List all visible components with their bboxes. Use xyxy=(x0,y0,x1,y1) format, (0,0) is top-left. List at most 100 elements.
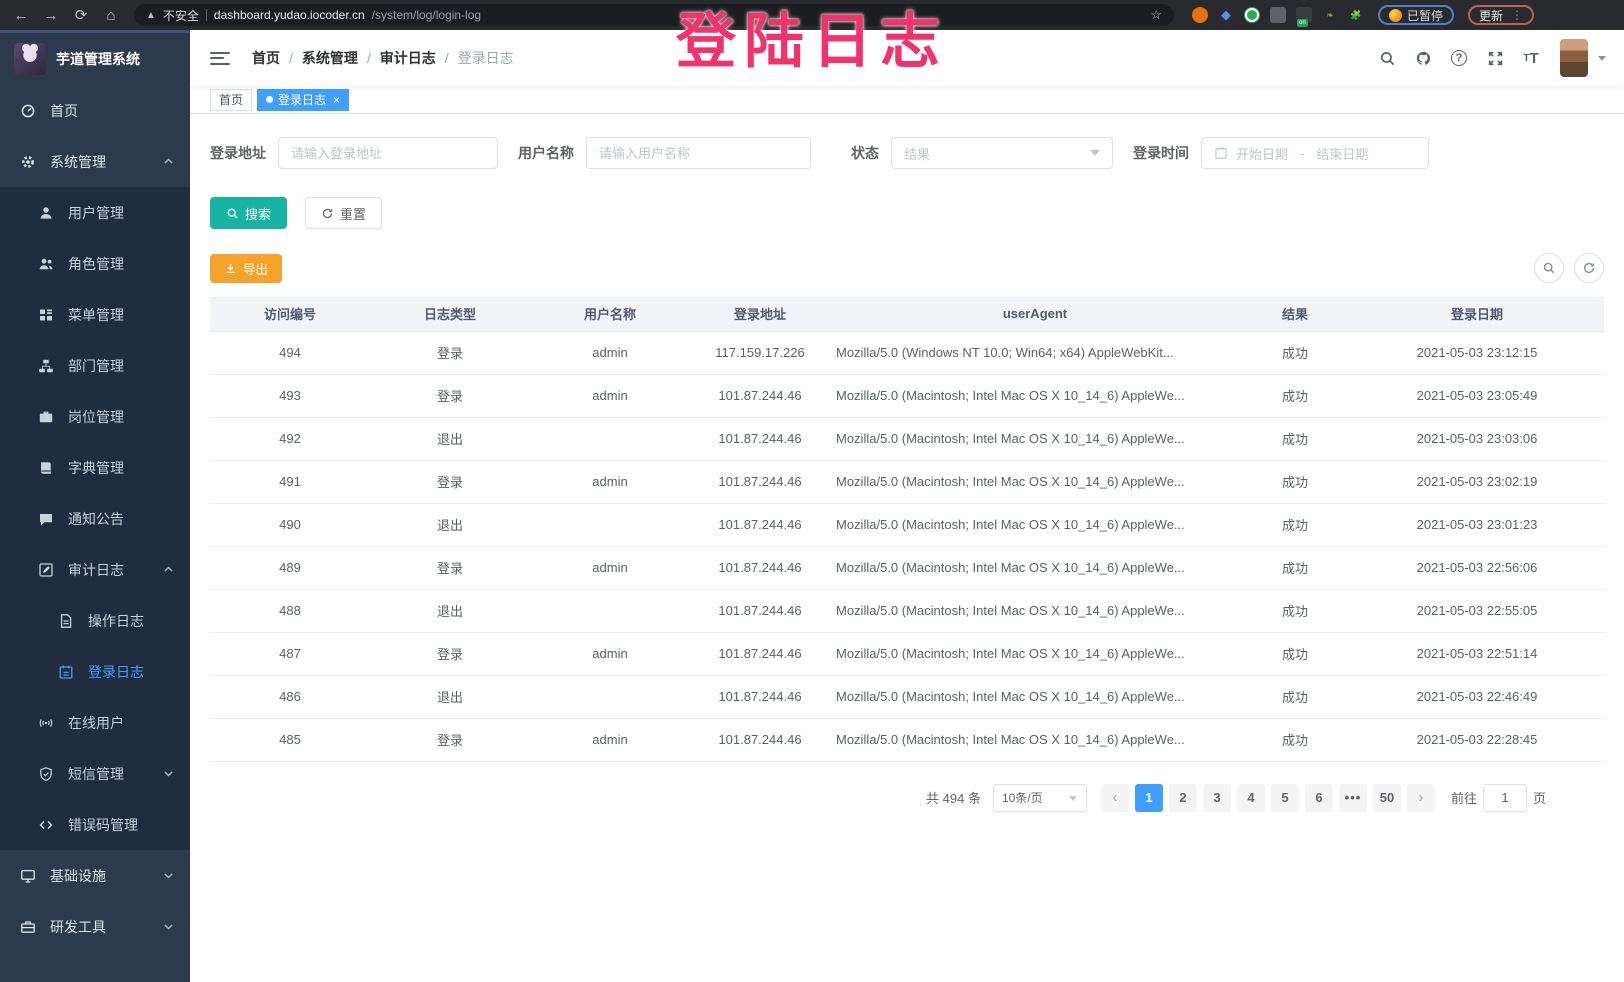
cell-username xyxy=(530,503,690,547)
username-input[interactable] xyxy=(599,145,798,161)
filter-actions: 搜索 重置 xyxy=(210,197,1604,229)
puzzle-extension-icon[interactable]: 🧩 xyxy=(1350,9,1362,20)
tab-home[interactable]: 首页 xyxy=(210,88,253,111)
sidebar-item-calendar[interactable]: 登录日志 xyxy=(0,646,190,697)
sidebar-item-menu[interactable]: 菜单管理 xyxy=(0,289,190,340)
export-button[interactable]: 导出 xyxy=(210,253,283,283)
table-toolbar: 导出 xyxy=(210,253,1604,283)
bookmark-star-icon[interactable]: ☆ xyxy=(1150,7,1162,22)
table-row[interactable]: 486 退出 101.87.244.46 Mozilla/5.0 (Macintosh… xyxy=(210,675,1604,719)
address-bar[interactable]: ▲ 不安全 dashboard.yudao.iocoder.cn/system/… xyxy=(134,4,1174,26)
column-header-ip: 登录地址 xyxy=(690,297,830,332)
cell-username: admin xyxy=(530,632,690,676)
sidebar-item-toolbox[interactable]: 研发工具 xyxy=(0,901,190,952)
table-row[interactable]: 487 登录 admin 101.87.244.46 Mozilla/5.0 (Maci… xyxy=(210,632,1604,676)
toggle-search-button[interactable] xyxy=(1534,253,1564,283)
table-row[interactable]: 485 登录 admin 101.87.244.46 Mozilla/5.0 (Maci… xyxy=(210,718,1604,762)
sidebar-item-edit[interactable]: 审计日志 xyxy=(0,544,190,595)
search-icon[interactable] xyxy=(1374,45,1400,71)
sidebar-item-gear[interactable]: 系统管理 xyxy=(0,136,190,187)
extension-icon[interactable]: ❧ xyxy=(1326,9,1334,20)
end-date-placeholder[interactable]: 结束日期 xyxy=(1316,146,1369,162)
sidebar-item-tree[interactable]: 部门管理 xyxy=(0,340,190,391)
table-row[interactable]: 492 退出 101.87.244.46 Mozilla/5.0 (Macintosh… xyxy=(210,417,1604,461)
cell-ip: 101.87.244.46 xyxy=(690,503,830,547)
monitor-icon xyxy=(20,868,36,884)
extension-icon[interactable]: ◆ xyxy=(1221,7,1231,22)
table-row[interactable]: 491 登录 admin 101.87.244.46 Mozilla/5.0 (Maci… xyxy=(210,460,1604,504)
browser-reload-icon[interactable]: ⟳ xyxy=(74,7,88,24)
browser-home-icon[interactable]: ⌂ xyxy=(106,6,116,24)
page-button-1[interactable]: 1 xyxy=(1134,783,1163,812)
sidebar-item-briefcase[interactable]: 岗位管理 xyxy=(0,391,190,442)
extension-icon[interactable]: on xyxy=(1296,7,1312,27)
sidebar-item-megaphone[interactable]: 通知公告 xyxy=(0,493,190,544)
refresh-button[interactable] xyxy=(1574,253,1604,283)
sidebar-item-shield[interactable]: 短信管理 xyxy=(0,748,190,799)
page-size-select[interactable]: 10条/页 xyxy=(992,783,1087,812)
sidebar-item-book[interactable]: 字典管理 xyxy=(0,442,190,493)
browser-back-icon[interactable]: ← xyxy=(13,6,29,24)
start-date-placeholder[interactable]: 开始日期 xyxy=(1236,146,1289,162)
main-content: 登录地址 用户名称 状态 结果 登录时间 开始日期 - 结束日期 搜索 xyxy=(190,115,1624,982)
cell-result: 成功 xyxy=(1240,503,1350,547)
github-icon[interactable] xyxy=(1410,45,1436,71)
breadcrumb-item[interactable]: 系统管理 xyxy=(301,50,358,66)
page-button-50[interactable]: 50 xyxy=(1372,783,1401,812)
cell-type: 登录 xyxy=(370,374,530,418)
username-label: 用户名称 xyxy=(518,145,574,161)
browser-update-button[interactable]: 更新 ⋮ xyxy=(1468,5,1535,25)
chevron-down-icon[interactable] xyxy=(1598,55,1606,65)
table-row[interactable]: 488 退出 101.87.244.46 Mozilla/5.0 (Macintosh… xyxy=(210,589,1604,633)
browser-forward-icon[interactable]: → xyxy=(43,6,59,24)
hamburger-icon[interactable] xyxy=(202,40,238,76)
sidebar-item-document[interactable]: 操作日志 xyxy=(0,595,190,646)
browser-menu-icon[interactable]: ⋮ xyxy=(1511,8,1524,22)
tab-login-log[interactable]: 登录日志 × xyxy=(257,88,350,111)
user-avatar[interactable] xyxy=(1560,39,1588,77)
sidebar-item-users[interactable]: 角色管理 xyxy=(0,238,190,289)
sidebar-item-dashboard[interactable]: 首页 xyxy=(0,85,190,136)
table-row[interactable]: 490 退出 101.87.244.46 Mozilla/5.0 (Macintosh… xyxy=(210,503,1604,547)
next-page-button[interactable]: › xyxy=(1406,783,1435,812)
page-button-3[interactable]: 3 xyxy=(1202,783,1231,812)
page-button-5[interactable]: 5 xyxy=(1270,783,1299,812)
status-select[interactable]: 结果 xyxy=(891,137,1113,169)
extension-icon[interactable] xyxy=(1270,7,1286,23)
prev-page-button[interactable]: ‹ xyxy=(1100,783,1129,812)
breadcrumb-item[interactable]: 首页 xyxy=(252,50,280,66)
breadcrumb: 首页 / 系统管理 / 审计日志 / 登录日志 xyxy=(252,48,514,68)
help-icon[interactable]: ? xyxy=(1446,45,1472,71)
sidebar-item-code[interactable]: 错误码管理 xyxy=(0,799,190,850)
cell-ip: 101.87.244.46 xyxy=(690,460,830,504)
sidebar-item-monitor[interactable]: 基础设施 xyxy=(0,850,190,901)
search-button[interactable]: 搜索 xyxy=(210,197,288,229)
extension-icon[interactable] xyxy=(1192,7,1208,23)
profile-paused-badge[interactable]: 已暂停 xyxy=(1378,5,1455,25)
login-address-input[interactable] xyxy=(291,145,485,161)
column-header-result: 结果 xyxy=(1240,297,1350,332)
more-pages-button[interactable]: ••• xyxy=(1338,783,1367,812)
breadcrumb-item[interactable]: 审计日志 xyxy=(379,50,436,66)
sidebar-menu: 首页 系统管理 用户管理 角色管理 菜单管理 部门管理 岗位管理 字典管理 通知公告 审计日志 操作… xyxy=(0,85,190,982)
column-header-date: 登录日期 xyxy=(1350,297,1604,332)
sidebar-item-online[interactable]: 在线用户 xyxy=(0,697,190,748)
close-icon[interactable]: × xyxy=(333,92,341,107)
table-row[interactable]: 489 登录 admin 101.87.244.46 Mozilla/5.0 (Maci… xyxy=(210,546,1604,590)
reset-button[interactable]: 重置 xyxy=(305,197,383,229)
table-row[interactable]: 494 登录 admin 117.159.17.226 Mozilla/5.0 (Win… xyxy=(210,331,1604,375)
cell-type: 登录 xyxy=(370,460,530,504)
extension-icon[interactable] xyxy=(1244,7,1260,23)
goto-page-input[interactable] xyxy=(1482,783,1527,812)
fullscreen-icon[interactable] xyxy=(1482,45,1508,71)
sidebar-item-user[interactable]: 用户管理 xyxy=(0,187,190,238)
security-label[interactable]: 不安全 xyxy=(162,8,199,23)
date-range-picker[interactable]: 开始日期 - 结束日期 xyxy=(1201,137,1429,169)
page-button-6[interactable]: 6 xyxy=(1304,783,1333,812)
app-logo[interactable]: 芋道管理系统 xyxy=(0,33,190,85)
page-button-2[interactable]: 2 xyxy=(1168,783,1197,812)
table-row[interactable]: 493 登录 admin 101.87.244.46 Mozilla/5.0 (Maci… xyxy=(210,374,1604,418)
page-button-4[interactable]: 4 xyxy=(1236,783,1265,812)
